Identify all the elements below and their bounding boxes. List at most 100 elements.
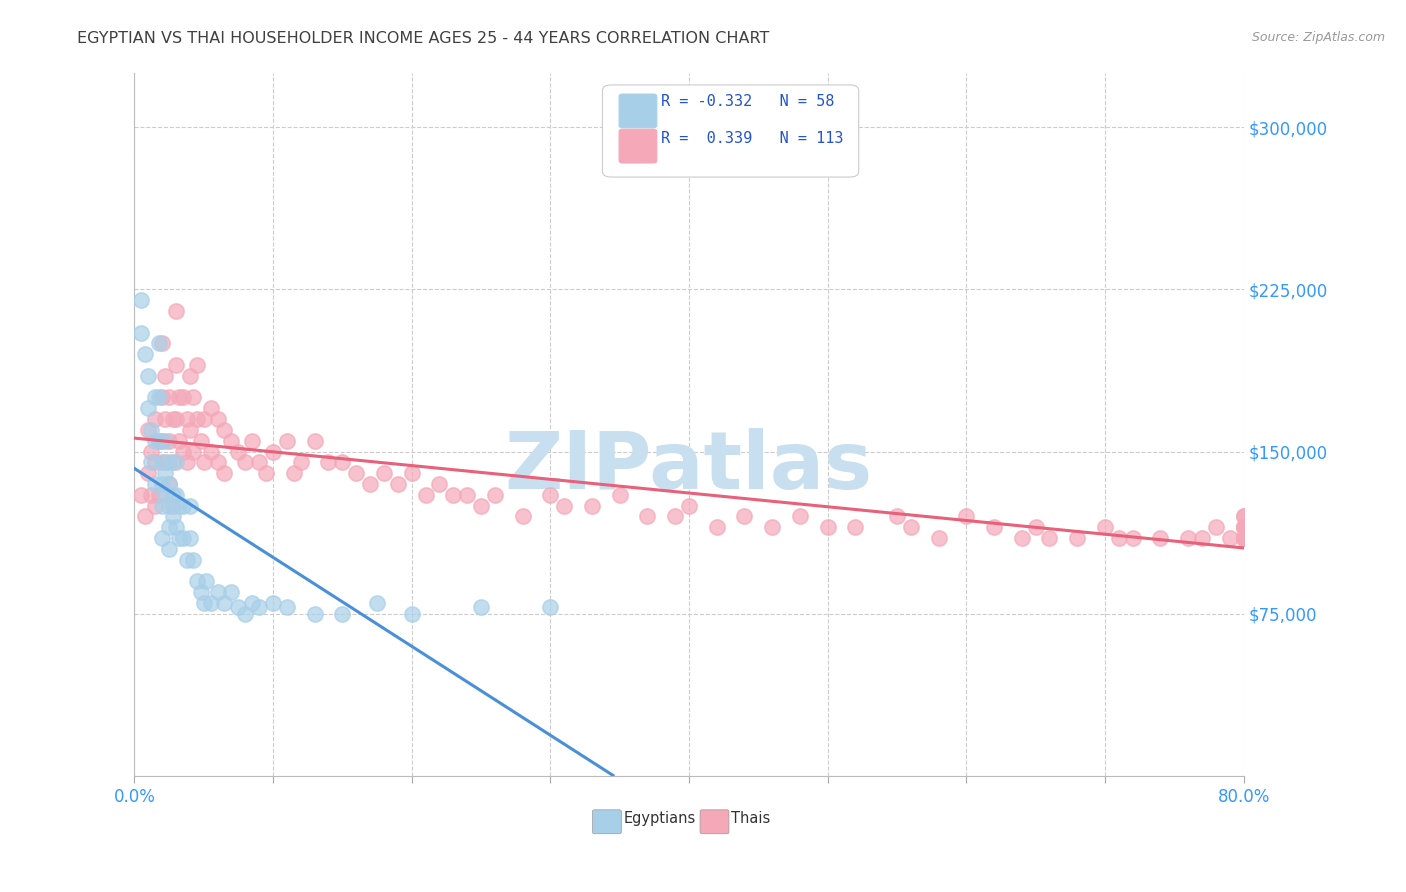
Point (512, 509, 534, 524)
Point (214, 466, 236, 480)
Point (373, 466, 395, 480)
Point (139, 423, 162, 437)
Point (179, 423, 201, 437)
Point (193, 596, 215, 610)
Point (955, 509, 977, 524)
Point (195, 574, 218, 589)
Point (247, 600, 270, 615)
Point (153, 488, 176, 502)
Point (1205, 520, 1227, 534)
Point (179, 499, 201, 513)
Point (200, 401, 222, 416)
Point (387, 477, 409, 491)
Point (157, 520, 180, 534)
Point (1066, 531, 1088, 545)
Point (254, 466, 277, 480)
Point (165, 520, 187, 534)
Point (136, 368, 159, 383)
Point (150, 499, 173, 513)
Point (1233, 531, 1256, 545)
Point (150, 531, 173, 545)
Point (207, 455, 229, 469)
Point (1149, 531, 1171, 545)
Point (162, 455, 184, 469)
Point (143, 434, 166, 448)
Point (470, 600, 492, 615)
Point (148, 391, 170, 405)
Point (240, 434, 263, 448)
Point (441, 488, 464, 502)
Text: EGYPTIAN VS THAI HOUSEHOLDER INCOME AGES 25 - 44 YEARS CORRELATION CHART: EGYPTIAN VS THAI HOUSEHOLDER INCOME AGES… (77, 31, 769, 46)
Point (165, 455, 187, 469)
Point (214, 423, 236, 437)
Point (609, 488, 631, 502)
Point (1233, 531, 1256, 545)
Point (153, 455, 176, 469)
Point (470, 499, 492, 513)
Point (157, 499, 180, 513)
Point (165, 304, 187, 318)
Point (162, 499, 184, 513)
Point (200, 596, 222, 610)
Point (553, 499, 575, 513)
Point (344, 466, 367, 480)
FancyBboxPatch shape (602, 85, 859, 177)
Point (193, 412, 215, 426)
Point (1038, 531, 1060, 545)
Point (153, 434, 176, 448)
Point (678, 499, 700, 513)
Point (148, 336, 170, 351)
Point (240, 596, 263, 610)
Point (134, 347, 156, 361)
Point (733, 509, 755, 524)
Point (200, 444, 222, 458)
Point (162, 488, 184, 502)
Point (136, 423, 159, 437)
Point (181, 391, 204, 405)
Point (165, 358, 187, 372)
Point (1191, 531, 1213, 545)
Point (139, 488, 162, 502)
Point (167, 531, 190, 545)
Point (401, 607, 423, 621)
Point (207, 412, 229, 426)
Point (150, 455, 173, 469)
Point (157, 391, 180, 405)
Point (157, 541, 180, 556)
Point (172, 444, 194, 458)
Point (1011, 531, 1033, 545)
Point (172, 391, 194, 405)
Point (153, 466, 176, 480)
Point (247, 455, 270, 469)
Point (330, 455, 353, 469)
Point (157, 477, 180, 491)
Text: R = -0.332   N = 58: R = -0.332 N = 58 (661, 94, 835, 109)
Point (359, 477, 381, 491)
Point (429, 477, 451, 491)
Point (789, 509, 811, 524)
Point (153, 368, 176, 383)
Point (233, 607, 256, 621)
Point (172, 499, 194, 513)
Point (136, 466, 159, 480)
Point (150, 477, 173, 491)
Point (1233, 531, 1256, 545)
Point (401, 466, 423, 480)
Point (190, 434, 212, 448)
Point (167, 391, 190, 405)
Point (172, 531, 194, 545)
Point (304, 434, 326, 448)
Point (221, 585, 243, 599)
Point (186, 358, 208, 372)
Point (1025, 520, 1047, 534)
Point (318, 455, 340, 469)
Point (1233, 520, 1256, 534)
Point (181, 553, 204, 567)
Point (165, 488, 187, 502)
Point (538, 600, 561, 615)
Point (150, 336, 173, 351)
FancyBboxPatch shape (592, 810, 621, 834)
Point (186, 574, 208, 589)
Point (143, 391, 166, 405)
Text: Source: ZipAtlas.com: Source: ZipAtlas.com (1251, 31, 1385, 45)
